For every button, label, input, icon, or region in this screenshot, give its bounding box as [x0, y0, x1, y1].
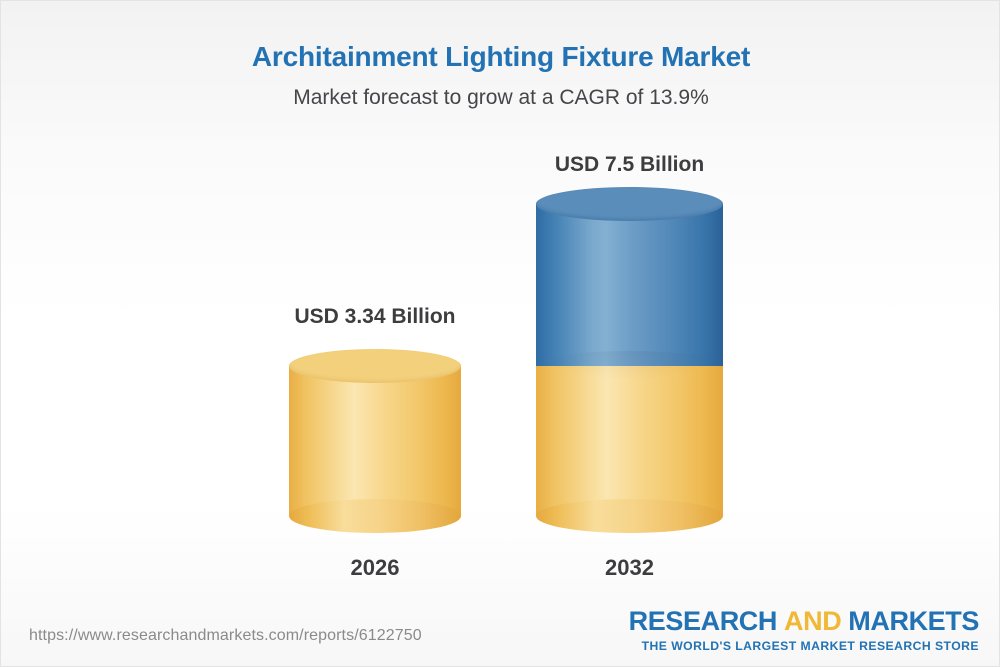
x-axis-label-2032: 2032	[605, 555, 654, 580]
cylinder-bottom-cap	[536, 499, 723, 533]
bar-value-label-2026: USD 3.34 Billion	[294, 305, 456, 328]
cylinder-bottom-cap	[289, 499, 461, 533]
brand-word-research: RESEARCH	[628, 605, 778, 636]
chart-subtitle: Market forecast to grow at a CAGR of 13.…	[293, 86, 709, 110]
chart-footer: https://www.researchandmarkets.com/repor…	[1, 596, 999, 666]
brand-word-markets: MARKETS	[848, 605, 979, 636]
brand-tagline: THE WORLD'S LARGEST MARKET RESEARCH STOR…	[641, 638, 979, 653]
segment-body	[289, 366, 461, 516]
cylinder-bar-2032[interactable]	[536, 187, 729, 533]
x-axis-label-2026: 2026	[350, 555, 400, 580]
bar-segment-2032-growth[interactable]	[536, 187, 723, 381]
brand-logo: RESEARCH AND MARKETS THE WORLD'S LARGEST M…	[628, 605, 980, 653]
chart-plot-area: USD 3.34 Billion 2026 USD 7.5 Billion	[1, 1, 999, 601]
cylinder-bar-2026[interactable]	[289, 349, 467, 533]
bar-segment-2032-base[interactable]	[536, 366, 723, 533]
bar-segment-2026-base[interactable]	[289, 349, 461, 533]
chart-header: Architainment Lighting Fixture Market Ma…	[1, 1, 999, 110]
segment-body	[536, 366, 723, 516]
cylinder-top-cap	[536, 187, 723, 221]
bar-value-label-2032: USD 7.5 Billion	[554, 153, 705, 176]
brand-word-and: AND	[784, 605, 842, 636]
brand-name: RESEARCH AND MARKETS	[628, 605, 980, 636]
segment-body	[536, 204, 723, 366]
cylinder-top-cap	[289, 349, 461, 383]
page-title: Architainment Lighting Fixture Market	[251, 41, 751, 72]
source-url-link[interactable]: https://www.researchandmarkets.com/repor…	[29, 627, 422, 644]
